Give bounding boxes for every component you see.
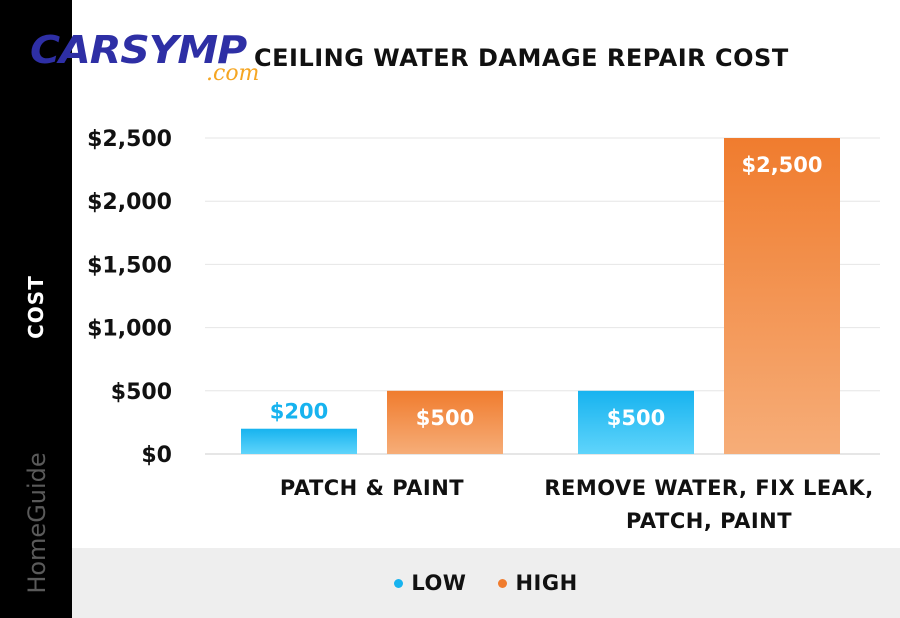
bar-value-label: $500 bbox=[607, 406, 665, 430]
y-tick-label: $1,500 bbox=[87, 253, 172, 278]
x-category-labels: PATCH & PAINT REMOVE WATER, FIX LEAK, PATC… bbox=[280, 476, 873, 533]
legend-label-high: HIGH bbox=[515, 571, 578, 595]
bar-low-1 bbox=[578, 390, 694, 454]
y-tick-label: $2,000 bbox=[87, 190, 172, 215]
legend-band: LOW HIGH bbox=[72, 548, 900, 618]
bar-high-0 bbox=[387, 390, 503, 454]
legend-item-low: LOW bbox=[394, 571, 466, 595]
chart-title: CEILING WATER DAMAGE REPAIR COST bbox=[254, 44, 789, 72]
bar-low-0 bbox=[241, 428, 357, 454]
y-tick-label: $2,500 bbox=[87, 127, 172, 152]
x-category-label: PATCH & PAINT bbox=[280, 476, 464, 500]
legend-dot-low-icon bbox=[394, 578, 404, 588]
y-tick-label: $1,000 bbox=[87, 317, 172, 342]
legend-label-low: LOW bbox=[411, 571, 467, 595]
left-sidebar-band: COST HomeGuide bbox=[0, 0, 72, 618]
bar-chart: $0$500$1,000$1,500$2,000$2,500 $200 $500$… bbox=[87, 127, 880, 533]
logo-sub-text: .com bbox=[206, 61, 260, 86]
logo-main-text: CARSYMP bbox=[30, 28, 247, 72]
legend-item-high: HIGH bbox=[498, 571, 577, 595]
carsymp-logo: CARSYMP .com bbox=[30, 30, 280, 86]
legend-dot-high-icon bbox=[498, 578, 508, 588]
x-category-label: REMOVE WATER, FIX LEAK, bbox=[544, 476, 873, 500]
y-tick-label: $500 bbox=[111, 380, 172, 405]
y-tick-label: $0 bbox=[141, 443, 172, 468]
x-category-label: PATCH, PAINT bbox=[626, 509, 792, 533]
bars bbox=[241, 138, 840, 454]
bar-value-labels: $200 $500 $500 $2,500 bbox=[270, 153, 823, 430]
bar-value-label: $2,500 bbox=[741, 153, 822, 177]
bar-value-label: $200 bbox=[270, 400, 328, 424]
y-tick-labels: $0 $500 $1,000 $1,500 $2,000 $2,500 bbox=[87, 127, 172, 468]
legend: LOW HIGH bbox=[72, 548, 900, 618]
bar-value-label: $500 bbox=[416, 406, 474, 430]
bar-high-1 bbox=[724, 138, 840, 454]
